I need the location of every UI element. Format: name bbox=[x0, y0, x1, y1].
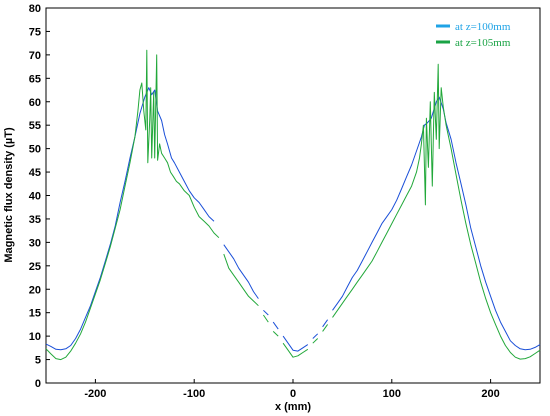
x-axis-ticks: -200 -100 0 100 200 bbox=[84, 379, 500, 400]
series-1-line bbox=[322, 319, 329, 328]
series-2-line bbox=[272, 331, 279, 337]
y-tick-label: 30 bbox=[29, 237, 41, 249]
x-tick-label: 0 bbox=[290, 388, 296, 400]
series-2-line bbox=[223, 253, 259, 307]
series-1-line bbox=[282, 335, 309, 352]
y-tick-label: 0 bbox=[35, 378, 41, 390]
series-2 bbox=[45, 49, 541, 361]
series-2-line bbox=[262, 314, 269, 323]
series-2-line bbox=[322, 324, 329, 332]
legend-label-series-1: at z=100mm bbox=[455, 21, 511, 33]
y-tick-label: 75 bbox=[29, 26, 41, 38]
series-1-line bbox=[45, 87, 215, 351]
y-tick-label: 40 bbox=[29, 191, 41, 203]
y-tick-label: 20 bbox=[29, 284, 41, 296]
x-axis-title: x (mm) bbox=[275, 401, 311, 413]
legend-label-series-2: at z=105mm bbox=[455, 37, 511, 49]
y-tick-label: 45 bbox=[29, 167, 41, 179]
y-tick-label: 50 bbox=[29, 144, 41, 156]
y-tick-label: 25 bbox=[29, 261, 41, 273]
series-1-line bbox=[223, 244, 259, 299]
y-tick-label: 35 bbox=[29, 214, 41, 226]
series-2-line bbox=[332, 63, 541, 360]
y-tick-label: 10 bbox=[29, 331, 41, 343]
series-2-line bbox=[312, 338, 319, 344]
series-2-line bbox=[282, 342, 309, 358]
series-1 bbox=[45, 87, 541, 352]
series-1-line bbox=[312, 333, 319, 339]
series-layer bbox=[45, 49, 541, 361]
series-1-line bbox=[263, 309, 269, 316]
y-tick-label: 15 bbox=[29, 308, 41, 320]
series-1-line bbox=[272, 321, 279, 330]
y-tick-label: 65 bbox=[29, 73, 41, 85]
x-tick-label: -100 bbox=[183, 388, 205, 400]
x-tick-label: -200 bbox=[84, 388, 106, 400]
x-tick-label: 100 bbox=[383, 388, 401, 400]
y-tick-label: 80 bbox=[29, 3, 41, 15]
series-1-line bbox=[332, 96, 541, 351]
y-tick-label: 55 bbox=[29, 120, 41, 132]
y-axis-ticks: 0 5 10 15 20 25 30 35 40 45 50 55 60 65 70 75 80 bbox=[29, 3, 50, 390]
legend: at z=100mm at z=105mm bbox=[436, 21, 511, 49]
x-tick-label: 200 bbox=[481, 388, 499, 400]
y-tick-label: 60 bbox=[29, 97, 41, 109]
y-axis-title: Magnetic flux density (µT) bbox=[3, 127, 15, 263]
series-2-line bbox=[45, 49, 220, 361]
plot-frame bbox=[45, 7, 541, 384]
y-tick-label: 70 bbox=[29, 50, 41, 62]
y-tick-label: 5 bbox=[35, 355, 41, 367]
